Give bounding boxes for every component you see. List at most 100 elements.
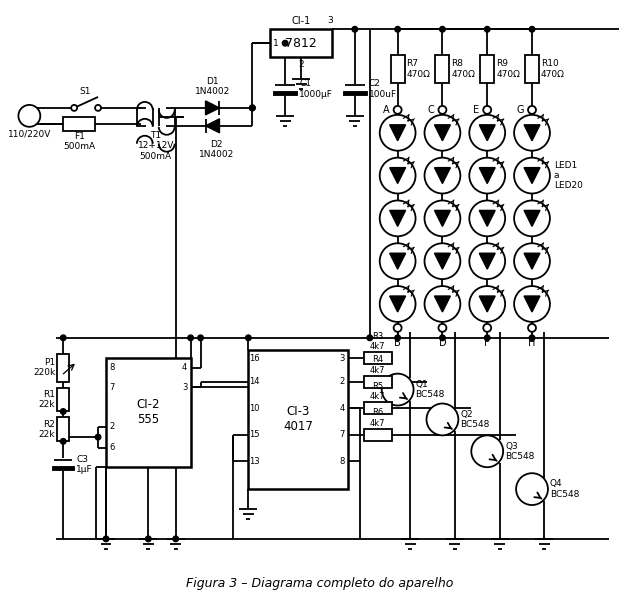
Text: 13: 13 [249, 457, 260, 466]
Circle shape [528, 106, 536, 114]
Bar [364, 403, 392, 415]
Circle shape [528, 324, 536, 332]
Circle shape [424, 286, 460, 322]
Polygon shape [390, 253, 406, 269]
Circle shape [469, 115, 505, 151]
Polygon shape [205, 119, 220, 133]
Text: H: H [529, 338, 536, 348]
Circle shape [71, 105, 77, 111]
Bar [248, 350, 348, 489]
Circle shape [514, 158, 550, 193]
Bar [525, 55, 539, 83]
Polygon shape [479, 296, 495, 312]
Text: R6
4k7: R6 4k7 [370, 409, 385, 428]
Bar [480, 55, 494, 83]
Polygon shape [435, 253, 451, 269]
Text: 2: 2 [109, 422, 115, 431]
Text: 8: 8 [109, 363, 115, 372]
Circle shape [529, 26, 535, 32]
Text: 16: 16 [249, 353, 260, 362]
Bar [63, 117, 95, 131]
Circle shape [95, 105, 101, 111]
Circle shape [198, 335, 204, 341]
Polygon shape [205, 101, 220, 115]
Circle shape [469, 158, 505, 193]
Polygon shape [390, 125, 406, 141]
Circle shape [380, 115, 415, 151]
Circle shape [60, 335, 66, 341]
Text: D: D [438, 338, 446, 348]
Polygon shape [435, 296, 451, 312]
Circle shape [426, 404, 458, 435]
Text: S1: S1 [79, 87, 91, 96]
Text: T1
12+12V
500mA: T1 12+12V 500mA [138, 131, 174, 161]
Text: C2
100uF: C2 100uF [369, 79, 397, 99]
Polygon shape [435, 168, 451, 183]
Circle shape [469, 286, 505, 322]
Circle shape [246, 335, 251, 341]
Text: R7
470Ω: R7 470Ω [406, 59, 431, 79]
Bar [364, 429, 392, 441]
Text: 7812: 7812 [285, 37, 317, 50]
Polygon shape [390, 210, 406, 226]
Polygon shape [435, 125, 451, 141]
Circle shape [60, 409, 66, 415]
Text: 3: 3 [182, 383, 188, 392]
Bar [364, 376, 392, 388]
Text: 14: 14 [249, 377, 260, 386]
Text: R5
4k7: R5 4k7 [370, 382, 385, 401]
Text: Q1
BC548: Q1 BC548 [415, 380, 445, 400]
Circle shape [529, 335, 535, 341]
Text: Q3
BC548: Q3 BC548 [505, 441, 534, 461]
Text: D2
1N4002: D2 1N4002 [199, 140, 234, 159]
Circle shape [395, 26, 401, 32]
Text: R9
470Ω: R9 470Ω [496, 59, 520, 79]
Bar [364, 352, 392, 364]
Text: 1: 1 [273, 39, 279, 48]
Polygon shape [524, 210, 540, 226]
Circle shape [484, 26, 490, 32]
Circle shape [424, 201, 460, 236]
Circle shape [380, 286, 415, 322]
Circle shape [471, 435, 503, 467]
Circle shape [381, 374, 413, 406]
Text: 8: 8 [339, 457, 344, 466]
Polygon shape [524, 125, 540, 141]
Circle shape [352, 26, 358, 32]
Circle shape [424, 115, 460, 151]
Circle shape [250, 105, 255, 111]
Text: R2
22k: R2 22k [39, 420, 55, 439]
Circle shape [438, 106, 447, 114]
Circle shape [484, 335, 490, 341]
Text: 4: 4 [182, 363, 188, 372]
Text: B: B [394, 338, 401, 348]
Text: Q4
BC548: Q4 BC548 [550, 479, 579, 499]
Text: R10
470Ω: R10 470Ω [541, 59, 565, 79]
Text: R3
4k7: R3 4k7 [370, 332, 385, 351]
Circle shape [424, 158, 460, 193]
Circle shape [380, 243, 415, 279]
Circle shape [440, 335, 445, 341]
Text: P1
220k: P1 220k [33, 358, 55, 377]
Text: 3: 3 [339, 353, 344, 362]
Text: LED1
a
LED20: LED1 a LED20 [554, 161, 583, 190]
Text: Q2
BC548: Q2 BC548 [460, 410, 490, 429]
Circle shape [188, 335, 193, 341]
Circle shape [438, 324, 447, 332]
Polygon shape [479, 253, 495, 269]
Text: Figura 3 – Diagrama completo do aparelho: Figura 3 – Diagrama completo do aparelho [186, 577, 454, 590]
Circle shape [380, 201, 415, 236]
Circle shape [516, 473, 548, 505]
Text: 2: 2 [339, 377, 344, 386]
Bar [57, 388, 69, 412]
Circle shape [469, 243, 505, 279]
Circle shape [469, 201, 505, 236]
Circle shape [380, 158, 415, 193]
Text: C1
1000μF: C1 1000μF [299, 79, 333, 99]
Polygon shape [479, 125, 495, 141]
Text: D1
1N4002: D1 1N4002 [195, 77, 230, 96]
Circle shape [394, 106, 402, 114]
Polygon shape [390, 296, 406, 312]
Text: C3
1μF: C3 1μF [76, 455, 93, 474]
Circle shape [514, 243, 550, 279]
